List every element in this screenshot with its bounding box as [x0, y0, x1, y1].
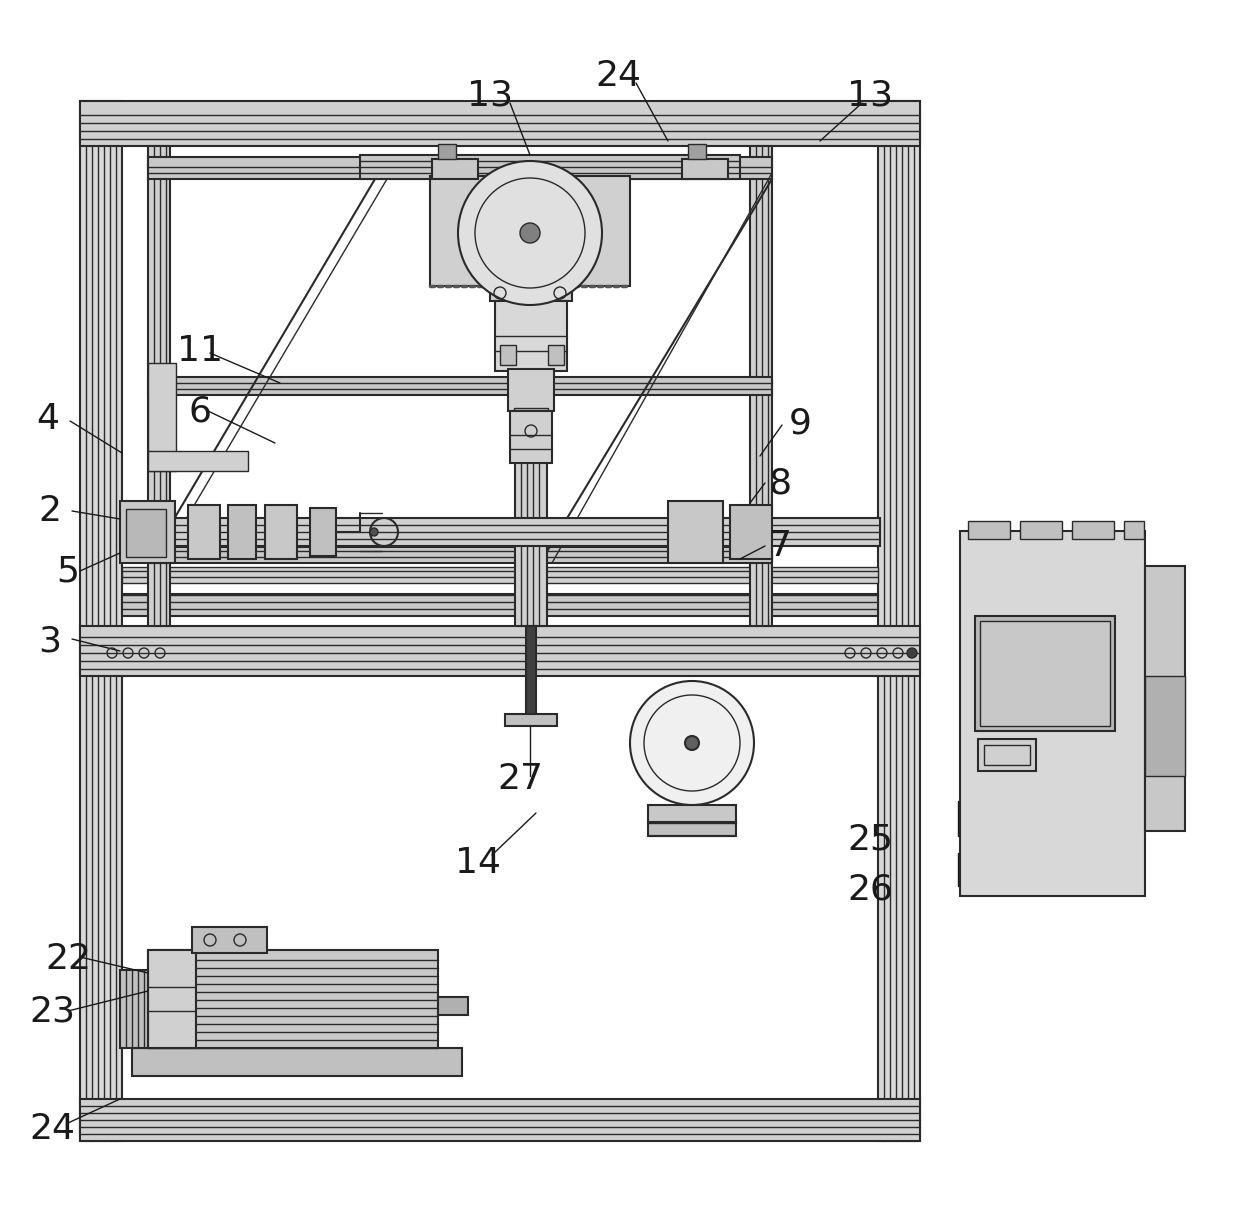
Bar [265, 505, 298, 559]
Bar [148, 158, 773, 178]
Bar [148, 377, 773, 395]
Bar [148, 363, 176, 471]
Bar [968, 521, 1011, 539]
Bar [81, 101, 920, 146]
Bar [148, 146, 170, 627]
Bar [1123, 521, 1145, 539]
Bar [985, 745, 1030, 764]
Bar [510, 411, 552, 463]
Text: 2: 2 [38, 494, 62, 528]
Text: 9: 9 [789, 406, 811, 439]
Circle shape [370, 528, 378, 535]
Circle shape [684, 736, 699, 750]
Bar [120, 970, 148, 1048]
Text: 22: 22 [45, 942, 91, 976]
Bar [682, 159, 728, 178]
Bar [515, 176, 547, 627]
Bar [188, 505, 219, 559]
Text: 24: 24 [29, 1112, 74, 1146]
Bar [975, 616, 1115, 731]
Bar [500, 345, 516, 366]
Bar [548, 345, 564, 366]
Bar [878, 101, 920, 1141]
Text: 4: 4 [36, 403, 60, 436]
Bar [148, 950, 438, 1048]
Bar [750, 146, 773, 627]
Bar [526, 627, 536, 716]
Bar [81, 101, 122, 1141]
Bar [228, 505, 255, 559]
Text: 14: 14 [455, 846, 501, 880]
Text: 27: 27 [497, 762, 543, 796]
Text: 3: 3 [38, 624, 62, 659]
Text: 5: 5 [57, 554, 79, 588]
Bar [649, 805, 737, 824]
Bar [515, 407, 548, 416]
Text: 26: 26 [847, 872, 893, 906]
Text: 11: 11 [177, 334, 223, 368]
Text: 24: 24 [595, 59, 641, 94]
Text: 13: 13 [467, 79, 513, 113]
Bar [438, 144, 456, 159]
Bar [649, 822, 737, 836]
Bar [1021, 521, 1061, 539]
Bar [1145, 676, 1185, 776]
Bar [360, 155, 740, 178]
Bar [430, 176, 630, 286]
Bar [495, 302, 567, 371]
Text: 7: 7 [769, 529, 791, 563]
Bar [438, 997, 467, 1016]
Bar [122, 595, 878, 616]
Bar [730, 505, 773, 559]
Bar [122, 567, 878, 583]
Bar [960, 531, 1145, 896]
Bar [432, 159, 477, 178]
Text: 23: 23 [29, 993, 74, 1028]
Text: 25: 25 [847, 822, 893, 856]
Bar [131, 1048, 463, 1076]
Bar [126, 508, 166, 556]
Text: 13: 13 [847, 79, 893, 113]
Bar [81, 1099, 920, 1141]
Bar [310, 508, 336, 556]
Bar [192, 927, 267, 953]
Bar [490, 186, 572, 302]
Bar [668, 501, 723, 563]
Bar [1145, 566, 1185, 831]
Bar [505, 714, 557, 726]
Text: 8: 8 [769, 467, 791, 500]
Bar [120, 501, 175, 563]
Circle shape [520, 223, 539, 243]
Bar [508, 369, 554, 411]
Bar [978, 739, 1035, 771]
Bar [688, 144, 706, 159]
Bar [148, 950, 196, 1048]
Bar [148, 547, 773, 563]
Bar [81, 627, 920, 676]
Bar [148, 451, 248, 471]
Circle shape [458, 161, 601, 305]
Bar [682, 739, 702, 806]
Circle shape [906, 648, 918, 659]
Bar [1073, 521, 1114, 539]
Bar [120, 518, 880, 547]
Circle shape [630, 681, 754, 805]
Text: 6: 6 [188, 394, 212, 428]
Bar [980, 620, 1110, 726]
